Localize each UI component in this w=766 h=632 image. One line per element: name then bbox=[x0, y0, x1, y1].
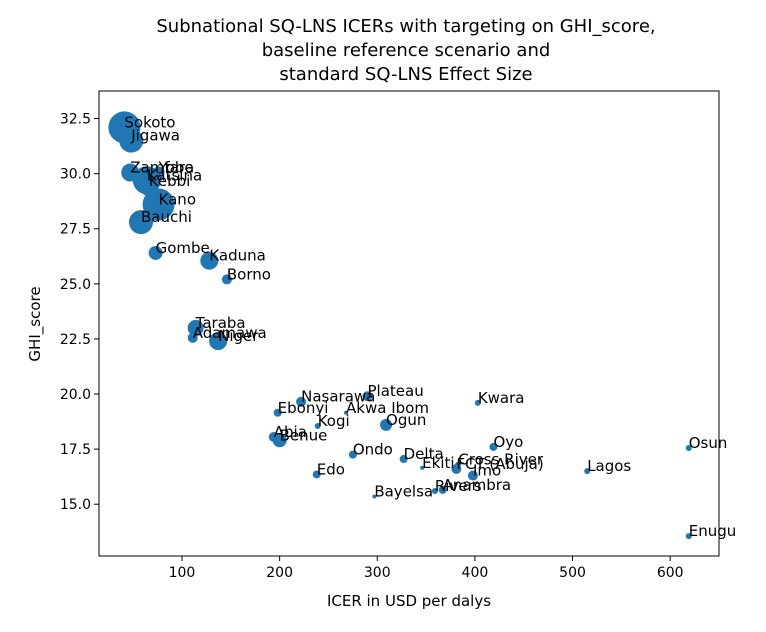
data-point bbox=[221, 274, 232, 285]
point-label: Ekiti bbox=[422, 454, 454, 472]
y-tick-label: 15.0 bbox=[60, 497, 91, 513]
data-point bbox=[362, 391, 373, 402]
point-label: Kano bbox=[159, 190, 196, 208]
chart-title-line-2: baseline reference scenario and bbox=[262, 40, 551, 61]
data-point bbox=[431, 487, 438, 494]
point-label: Akwa Ibom bbox=[346, 399, 429, 417]
point-label: Sokoto bbox=[124, 113, 175, 131]
point-label: Niger bbox=[218, 327, 259, 345]
point-label: Plateau bbox=[368, 382, 424, 400]
chart-title-line-1: Subnational SQ-LNS ICERs with targeting … bbox=[156, 16, 655, 37]
data-point bbox=[200, 251, 219, 270]
data-point bbox=[187, 332, 198, 343]
data-point bbox=[209, 332, 228, 351]
x-tick-label: 600 bbox=[657, 565, 684, 581]
data-point bbox=[467, 470, 478, 481]
point-label: Rivers bbox=[435, 477, 482, 495]
point-label: Kaduna bbox=[209, 247, 265, 265]
data-point bbox=[344, 410, 349, 415]
y-tick-label: 22.5 bbox=[60, 332, 91, 348]
data-point bbox=[272, 433, 287, 448]
point-label: Gombe bbox=[156, 239, 210, 257]
data-point bbox=[685, 445, 692, 452]
data-point bbox=[399, 455, 408, 464]
point-label: Ogun bbox=[386, 411, 426, 429]
point-label: Bayelsa bbox=[374, 482, 433, 500]
point-label: Oyo bbox=[493, 433, 523, 451]
y-axis: 15.0 17.5 20.0 22.5 25.0 27.5 30.0 32.5 bbox=[60, 112, 99, 513]
point-label: Jigawa bbox=[130, 127, 180, 145]
x-tick-label: 100 bbox=[169, 565, 196, 581]
y-tick-label: 20.0 bbox=[60, 387, 91, 403]
chart-title-line-3: standard SQ-LNS Effect Size bbox=[279, 64, 532, 85]
point-label: Kwara bbox=[478, 389, 525, 407]
data-points bbox=[108, 111, 692, 540]
x-axis: 100 200 300 400 500 600 bbox=[169, 556, 684, 581]
point-label: Osun bbox=[689, 434, 728, 452]
data-point bbox=[584, 468, 591, 475]
x-axis-label: ICER in USD per dalys bbox=[327, 592, 491, 610]
point-label: Adamawa bbox=[193, 324, 267, 342]
data-point bbox=[489, 442, 498, 451]
point-label: Benue bbox=[280, 426, 328, 444]
data-point bbox=[142, 188, 175, 221]
x-tick-label: 300 bbox=[364, 565, 391, 581]
data-point bbox=[372, 494, 377, 499]
point-label: Ondo bbox=[353, 441, 393, 459]
point-label: FCT (Abuja) bbox=[456, 455, 543, 473]
point-label: Taraba bbox=[195, 314, 246, 332]
data-point bbox=[296, 396, 307, 407]
point-label: Yobe bbox=[158, 159, 194, 177]
data-point bbox=[187, 319, 204, 336]
point-label: Lagos bbox=[587, 457, 631, 475]
y-tick-label: 25.0 bbox=[60, 277, 91, 293]
data-point bbox=[312, 470, 321, 479]
data-point bbox=[380, 418, 393, 431]
point-label: Kebbi bbox=[149, 172, 191, 190]
data-point bbox=[420, 465, 425, 470]
point-label: Nasarawa bbox=[301, 388, 375, 406]
data-point bbox=[685, 533, 692, 540]
point-label: Katsina bbox=[147, 166, 202, 184]
point-label: Edo bbox=[317, 460, 345, 478]
point-label: Enugu bbox=[689, 522, 737, 540]
point-label: Abia bbox=[274, 423, 307, 441]
x-tick-label: 400 bbox=[462, 565, 489, 581]
data-point bbox=[474, 399, 481, 406]
data-point bbox=[119, 128, 144, 153]
y-tick-label: 30.0 bbox=[60, 167, 91, 183]
y-axis-label: GHI_score bbox=[26, 286, 45, 361]
data-point bbox=[128, 210, 153, 235]
data-point bbox=[438, 485, 447, 494]
point-label: Borno bbox=[227, 265, 271, 283]
y-tick-label: 32.5 bbox=[60, 112, 91, 128]
data-point bbox=[148, 245, 163, 260]
data-point bbox=[314, 422, 321, 429]
point-label: Bauchi bbox=[141, 208, 192, 226]
point-label: Anambra bbox=[443, 476, 511, 494]
point-label: Ebonyi bbox=[278, 399, 329, 417]
y-tick-label: 27.5 bbox=[60, 222, 91, 238]
data-labels: SokotoJigawaZamfaraYobeKatsinaKebbiKanoB… bbox=[124, 113, 736, 540]
point-label: Imo bbox=[473, 462, 501, 480]
data-point bbox=[451, 463, 462, 474]
point-label: Zamfara bbox=[130, 159, 194, 177]
point-label: Kogi bbox=[318, 412, 350, 430]
point-label: Cross River bbox=[458, 451, 544, 469]
data-point bbox=[348, 450, 357, 459]
x-tick-label: 200 bbox=[266, 565, 293, 581]
point-label: Delta bbox=[404, 445, 444, 463]
data-point bbox=[273, 408, 282, 417]
x-tick-label: 500 bbox=[559, 565, 586, 581]
y-tick-label: 17.5 bbox=[60, 442, 91, 458]
